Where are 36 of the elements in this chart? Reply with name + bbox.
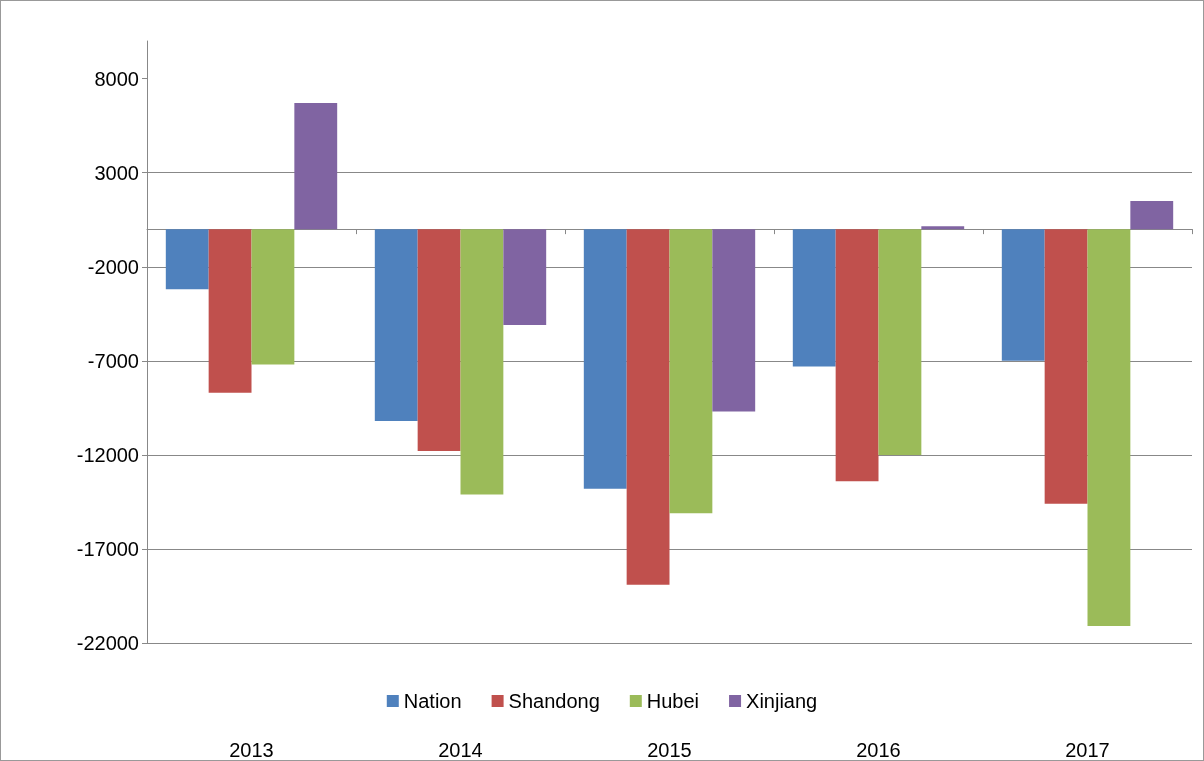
bar — [294, 103, 338, 230]
x-tick-label: 2013 — [229, 739, 274, 761]
y-tick-label: -7000 — [87, 349, 139, 372]
y-tick-label: -17000 — [76, 537, 139, 560]
bar — [878, 229, 922, 455]
y-tick-label: 8000 — [94, 67, 139, 90]
legend-label: Shandong — [508, 690, 600, 712]
x-tick-label: 2015 — [647, 739, 692, 761]
legend-label: Xinjiang — [746, 690, 818, 712]
bar — [1044, 229, 1088, 504]
x-tick-label: 2016 — [856, 739, 901, 761]
legend-label: Hubei — [646, 690, 700, 712]
x-tick-label: 2014 — [438, 739, 483, 761]
bar — [583, 229, 627, 489]
bar — [460, 229, 504, 495]
bar — [503, 229, 547, 326]
bar — [1087, 229, 1131, 627]
bar — [165, 229, 209, 290]
y-tick-label: 3000 — [94, 161, 139, 184]
legend-label: Nation — [403, 690, 462, 712]
bar — [835, 229, 879, 482]
bar — [374, 229, 418, 422]
y-tick-label: -12000 — [76, 443, 139, 466]
bar — [712, 229, 756, 412]
y-tick-label: -2000 — [87, 255, 139, 278]
bar — [251, 229, 295, 365]
x-tick-label: 2017 — [1065, 739, 1110, 761]
bar — [626, 229, 670, 585]
bar — [208, 229, 252, 393]
y-tick-label: -22000 — [76, 632, 139, 654]
bar — [921, 226, 965, 230]
bar — [792, 229, 836, 367]
bar — [1130, 200, 1174, 230]
bar — [669, 229, 713, 514]
bar — [1001, 229, 1045, 361]
bar — [417, 229, 461, 452]
